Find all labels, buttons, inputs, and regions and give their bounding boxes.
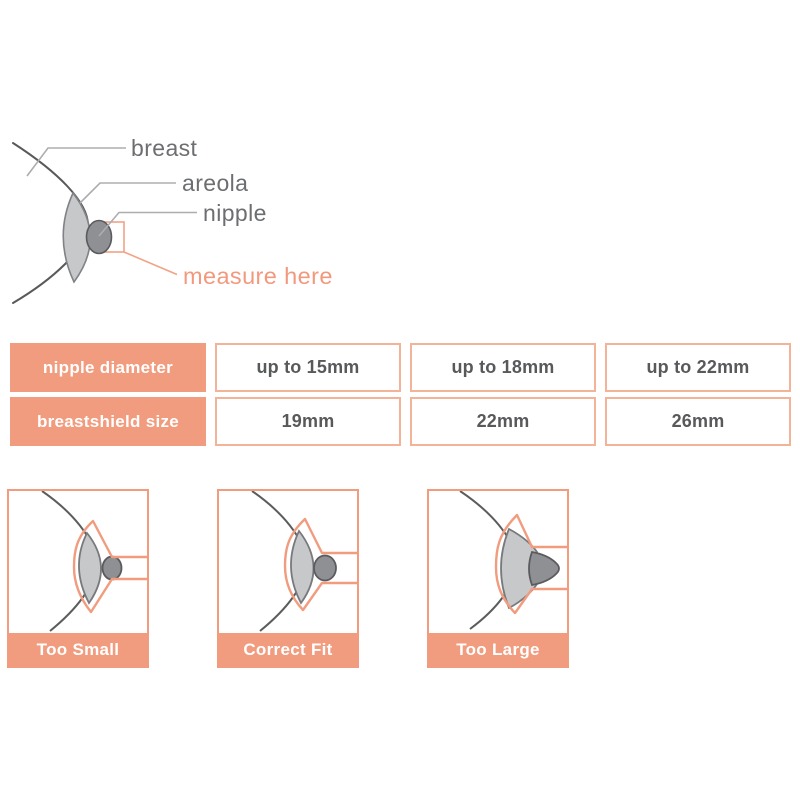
fit-label-too-large: Too Large [429,633,567,666]
nipple-label: nipple [203,200,267,226]
fit-example-too-small: Too Small [7,489,149,668]
fit-example-correct-fit: Correct Fit [217,489,359,668]
areola-leader-line [79,182,176,204]
fit-diagram-correct-fit [251,491,357,632]
areola-shape [290,529,315,605]
measure-leader-line [123,251,178,276]
breastshield-outline [283,517,357,612]
fit-label-too-small: Too Small [9,633,147,666]
nipple-shape [101,555,123,581]
table-cell-shield-1: 19mm [215,397,401,446]
nipple-shape [313,554,337,582]
table-cell-shield-3: 26mm [605,397,791,446]
table-cell-nipple-2: up to 18mm [410,343,596,392]
breast-label: breast [131,135,198,161]
sizing-table: nipple diameter up to 15mm up to 18mm up… [10,343,791,446]
measure-here-label: measure here [183,263,333,289]
table-cell-nipple-3: up to 22mm [605,343,791,392]
anatomy-diagram: breast areola nipple measure here [12,135,333,304]
breastshield-outline [494,513,567,615]
row-header-breastshield-size: breastshield size [10,397,206,446]
areola-shape [78,531,102,605]
areola-shape [62,191,91,284]
breast-leader-line [26,147,126,177]
nipple-shape [528,550,560,587]
breastshield-outline [72,519,147,614]
table-cell-nipple-1: up to 15mm [215,343,401,392]
nipple-leader-line [98,211,197,237]
fit-label-correct-fit: Correct Fit [219,633,357,666]
row-header-nipple-diameter: nipple diameter [10,343,206,392]
fit-example-too-large: Too Large [427,489,569,668]
fit-diagram-too-large [459,491,567,630]
areola-label: areola [182,170,248,196]
fit-diagram-too-small [41,491,147,632]
table-cell-shield-2: 22mm [410,397,596,446]
